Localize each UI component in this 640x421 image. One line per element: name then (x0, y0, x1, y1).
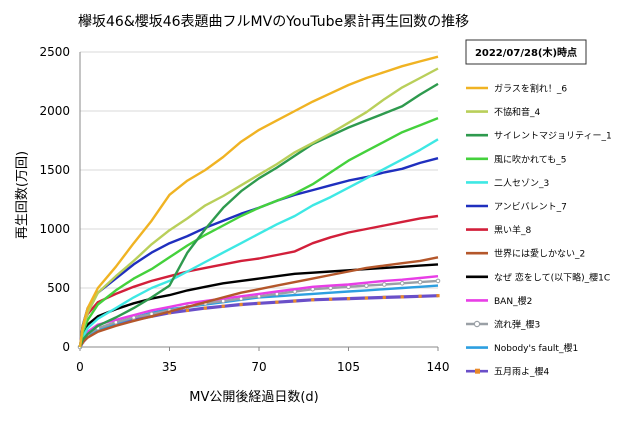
legend-label-3: サイレントマジョリティー_1 (494, 131, 612, 142)
series-point-13 (203, 306, 207, 310)
y-tick-label: 1500 (39, 163, 70, 177)
legend-label-8: 世界には愛しかない_2 (494, 248, 585, 260)
x-tick-label: 35 (162, 360, 177, 374)
legend-label-6: アンビバレント_7 (494, 202, 567, 213)
series-point-13 (221, 304, 225, 308)
series-point-11 (399, 280, 405, 286)
legend-label-10: BAN_櫻2 (494, 295, 532, 307)
legend-label-4: 風に吹かれても_5 (494, 153, 567, 165)
series-line-4 (78, 116, 439, 348)
legend-label-12: Nobody's fault_櫻1 (494, 342, 578, 354)
series-line-9 (78, 263, 439, 348)
series-point-13 (239, 302, 243, 307)
legend-label-13: 五月雨よ_櫻4 (494, 366, 550, 378)
legend-marker-11 (473, 320, 481, 328)
series-line-3 (78, 82, 439, 348)
series-point-13 (329, 297, 333, 301)
legend-label-11: 流れ弾_櫻3 (494, 319, 540, 331)
x-tick-label: 105 (337, 360, 360, 374)
legend-header: 2022/07/28(木)時点 (475, 46, 577, 59)
x-tick-label: 70 (251, 360, 266, 374)
series-point-11 (382, 282, 387, 287)
legend-label-2: 不協和音_4 (494, 106, 541, 118)
y-tick-label: 1000 (39, 222, 70, 236)
series-point-13 (346, 297, 351, 301)
x-tick-label: 0 (76, 360, 84, 374)
series-point-13 (257, 301, 261, 305)
series-group (77, 55, 441, 350)
series-point-13 (436, 294, 440, 298)
y-tick-label: 2000 (39, 104, 70, 118)
legend-label-9: なぜ 恋をして(以下略)_櫻1C (494, 271, 610, 283)
series-point-13 (275, 300, 279, 304)
y-tick-label: 0 (62, 340, 70, 354)
series-point-11 (435, 278, 441, 284)
legend-marker-13 (475, 368, 480, 374)
x-axis-label: MV公開後経過日数(d) (189, 390, 319, 405)
series-point-13 (418, 294, 422, 298)
y-tick-label: 2500 (39, 45, 70, 59)
legend-label-1: ガラスを割れ！_6 (494, 83, 567, 95)
series-point-11 (417, 279, 423, 285)
series-point-13 (400, 295, 404, 299)
y-axis-label: 再生回数(万回) (15, 151, 30, 239)
legend-header-box (465, 39, 587, 65)
series-point-13 (293, 299, 297, 303)
series-point-13 (311, 298, 315, 302)
legend-label-5: 二人セゾン_3 (494, 178, 549, 189)
series-point-13 (364, 296, 368, 300)
x-tick-label: 140 (427, 360, 450, 374)
series-point-13 (185, 308, 189, 313)
series-line-2 (78, 67, 439, 348)
chart-title: 欅坂46&櫻坂46表題曲フルMVのYouTube累計再生回数の推移 (78, 13, 469, 30)
y-tick-label: 500 (47, 281, 70, 295)
series-point-13 (382, 295, 386, 300)
series-line-7 (78, 214, 439, 348)
series-line-5 (78, 138, 439, 348)
series-line-1 (78, 55, 439, 348)
axes: 0 500 1000 1500 2000 2500 0 35 70 105 140 (39, 45, 449, 374)
legend-label-7: 黒い羊_8 (494, 224, 532, 236)
series-point-11 (364, 283, 369, 288)
series-line-8 (78, 256, 439, 348)
